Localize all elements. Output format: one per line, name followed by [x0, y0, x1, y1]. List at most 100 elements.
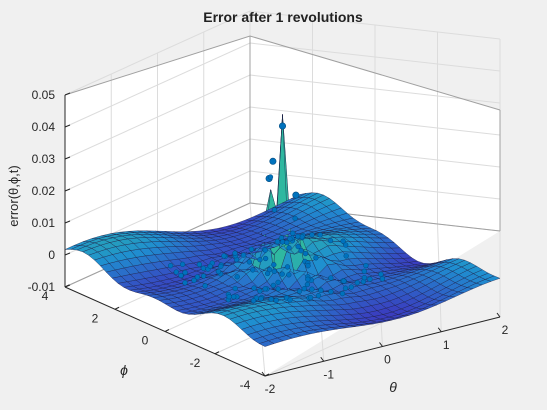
sample-marker — [343, 253, 349, 259]
sample-marker — [307, 294, 314, 301]
z-tick-label: 0.02 — [32, 184, 56, 198]
sample-marker — [262, 286, 268, 292]
tick-labels: -0.01 0 0.01 0.02 0.03 0.04 0.05 -4 -2 0 2 4 -2 -1 0 1 2 — [28, 88, 509, 396]
sample-marker — [279, 271, 285, 277]
peak-marker — [269, 157, 277, 165]
sample-marker — [313, 255, 319, 261]
sample-marker — [341, 278, 347, 284]
phi-tick — [64, 284, 70, 288]
sample-marker — [250, 298, 257, 304]
theta-tick-label: -2 — [265, 382, 276, 396]
sample-marker — [179, 261, 186, 267]
z-tick — [64, 188, 71, 192]
x-axis-label: θ — [389, 379, 397, 395]
sample-marker — [271, 207, 278, 213]
chart-title: Error after 1 revolutions — [203, 9, 363, 25]
sample-marker — [232, 285, 238, 292]
sample-marker — [234, 274, 240, 280]
sample-marker — [182, 269, 188, 276]
sample-marker — [200, 265, 207, 271]
sample-marker — [305, 276, 311, 282]
sample-marker — [290, 230, 296, 236]
sample-marker — [292, 215, 298, 222]
sample-marker — [268, 296, 274, 302]
sample-marker — [264, 270, 271, 277]
sample-marker — [182, 280, 188, 286]
sample-marker — [194, 274, 201, 280]
z-tick — [64, 252, 71, 256]
phi-tick-label: -2 — [190, 356, 201, 370]
phi-tick — [114, 306, 120, 310]
z-axis-label: error(θ,ϕ,t) — [6, 165, 21, 226]
sample-marker — [231, 294, 237, 300]
sample-marker — [309, 286, 315, 292]
sample-marker — [232, 250, 238, 256]
sample-marker — [309, 232, 315, 238]
sample-marker — [343, 242, 349, 248]
theta-tick-label: 1 — [443, 338, 450, 352]
tick-marks — [64, 92, 501, 377]
sample-marker — [207, 263, 213, 269]
sample-marker — [246, 259, 253, 265]
peak-marker — [278, 122, 286, 130]
sample-marker — [251, 285, 257, 291]
theta-tick-label: 0 — [384, 353, 391, 367]
z-tick-label: 0.04 — [32, 120, 56, 134]
z-tick — [64, 220, 71, 224]
peak-marker — [292, 191, 300, 199]
sample-marker — [284, 239, 290, 246]
theta-tick — [496, 312, 501, 318]
phi-tick — [264, 373, 270, 377]
sample-marker — [379, 276, 386, 282]
sample-marker — [361, 268, 367, 274]
z-tick-label: 0.01 — [32, 216, 56, 230]
sample-marker — [348, 284, 354, 290]
sample-marker — [318, 287, 324, 294]
sample-marker — [296, 288, 303, 294]
z-tick — [64, 156, 71, 160]
phi-tick-label: 2 — [92, 311, 99, 325]
sample-marker — [301, 286, 307, 292]
phi-tick — [214, 351, 220, 355]
sample-marker — [267, 174, 274, 180]
sample-marker — [257, 288, 263, 294]
sample-marker — [262, 255, 269, 262]
sample-marker — [202, 283, 208, 289]
sample-marker — [250, 267, 256, 273]
sample-marker — [287, 236, 293, 242]
z-tick — [64, 124, 71, 128]
sample-marker — [271, 262, 277, 268]
sample-marker — [295, 243, 301, 250]
z-tick-label: 0.05 — [32, 88, 56, 102]
sample-marker — [275, 286, 281, 292]
sample-marker — [273, 297, 279, 304]
sample-marker — [305, 263, 311, 269]
sample-marker — [196, 261, 203, 268]
sample-marker — [257, 257, 263, 263]
sample-marker — [284, 264, 291, 270]
theta-tick — [379, 342, 383, 347]
z-tick — [64, 92, 71, 96]
sample-marker — [295, 233, 301, 240]
z-tick-label: 0.03 — [32, 152, 56, 166]
sample-marker — [315, 293, 322, 299]
theta-tick-label: -1 — [323, 367, 334, 381]
sample-marker — [258, 296, 264, 302]
sample-marker — [191, 277, 197, 284]
sample-marker — [221, 253, 227, 259]
z-tick-label: 0 — [48, 248, 55, 262]
sample-marker — [270, 282, 276, 289]
y-axis-label: ϕ — [120, 362, 128, 378]
sample-marker — [262, 247, 268, 253]
sample-marker — [304, 281, 311, 288]
sample-marker — [361, 275, 368, 281]
sample-marker — [218, 263, 224, 270]
sample-marker — [328, 289, 334, 295]
sample-marker — [378, 271, 384, 277]
sample-marker — [226, 294, 232, 300]
phi-tick-label: 0 — [142, 334, 149, 348]
theta-tick — [320, 356, 325, 362]
sample-marker — [274, 239, 281, 245]
sample-marker — [248, 246, 255, 252]
